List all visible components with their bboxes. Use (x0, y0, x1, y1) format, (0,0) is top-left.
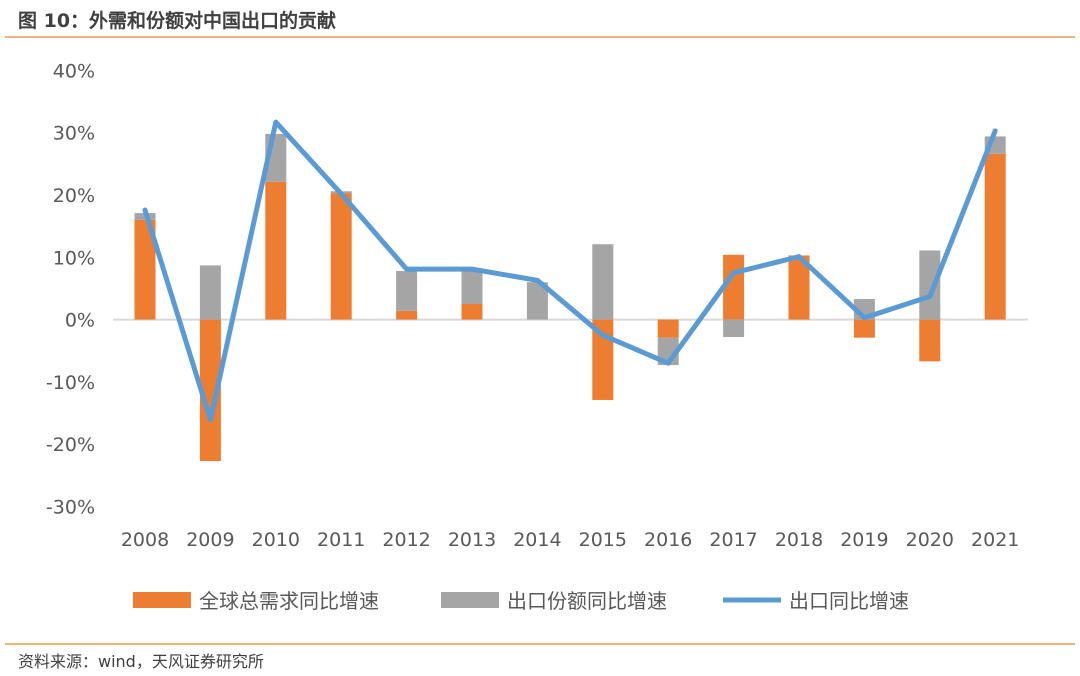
x-tick-label: 2018 (775, 529, 823, 551)
y-tick-label: -20% (46, 434, 95, 456)
line-export-growth (142, 119, 998, 423)
source-note: 资料来源：wind，天风证券研究所 (18, 652, 264, 671)
bar-export-share (723, 319, 745, 338)
y-tick-label: 20% (53, 185, 95, 207)
legend-swatch-global-demand (133, 592, 191, 608)
x-tick-label: 2012 (382, 529, 430, 551)
bar-global-demand (199, 319, 221, 462)
x-tick-label: 2021 (971, 529, 1019, 551)
x-tick-label: 2010 (252, 529, 300, 551)
x-tick-label: 2016 (644, 529, 692, 551)
legend-label-global-demand: 全球总需求同比增速 (199, 589, 379, 613)
y-tick-label: 40% (53, 60, 95, 82)
bar-global-demand (396, 310, 418, 320)
x-tick-label: 2017 (709, 529, 757, 551)
y-tick-label: -30% (46, 497, 95, 519)
bar-export-share (199, 265, 221, 320)
bar-global-demand (853, 319, 875, 338)
y-tick-label: 0% (65, 310, 95, 332)
y-tick-label: -10% (46, 372, 95, 394)
bar-global-demand (657, 319, 679, 338)
bar-global-demand (788, 255, 810, 320)
x-tick-label: 2019 (840, 529, 888, 551)
header-divider (5, 36, 1075, 38)
legend-label-export-share: 出口份额同比增速 (507, 589, 667, 613)
x-tick-label: 2015 (579, 529, 627, 551)
x-tick-label: 2013 (448, 529, 496, 551)
bar-global-demand (265, 181, 287, 320)
x-tick-label: 2011 (317, 529, 365, 551)
bar-export-share (396, 271, 418, 311)
x-tick-label: 2020 (906, 529, 954, 551)
bar-global-demand (134, 219, 156, 320)
legend-swatch-export-share (441, 592, 499, 608)
footer-divider (5, 643, 1075, 645)
y-tick-label: 30% (53, 123, 95, 145)
legend-label-export-growth: 出口同比增速 (789, 589, 909, 613)
bar-export-share (919, 250, 941, 320)
bar-export-share (461, 270, 483, 305)
x-tick-label: 2008 (121, 529, 169, 551)
figure-title: 图 10：外需和份额对中国出口的贡献 (18, 10, 337, 32)
bar-export-share (526, 282, 548, 320)
bar-export-share (592, 244, 614, 320)
bar-global-demand (984, 153, 1006, 320)
bar-global-demand (330, 193, 352, 320)
x-tick-label: 2009 (186, 529, 234, 551)
x-tick-label: 2014 (513, 529, 561, 551)
y-tick-label: 10% (53, 247, 95, 269)
bar-global-demand (919, 319, 941, 362)
bar-global-demand (461, 304, 483, 320)
